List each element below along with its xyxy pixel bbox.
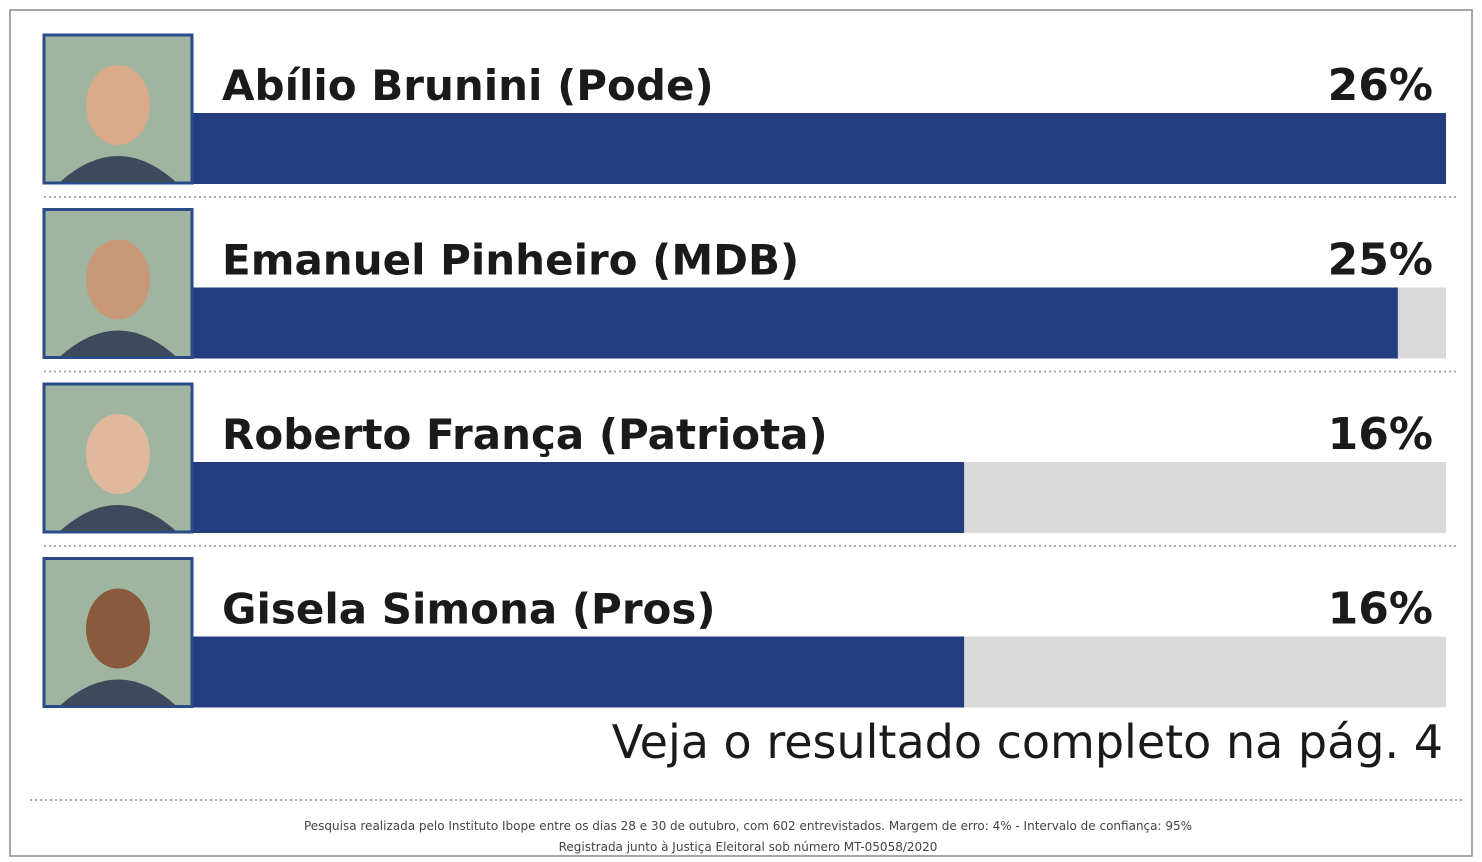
photo-head <box>86 240 150 320</box>
candidate-name: Gisela Simona (Pros) <box>222 585 716 634</box>
annotation: Veja o resultado completo na pág. 4 <box>612 715 1443 769</box>
bar <box>193 462 964 533</box>
value-label: 16% <box>1328 409 1433 460</box>
chart: Veja o resultado completo na pág. 4 Pesq… <box>0 0 1482 862</box>
footnote: Pesquisa realizada pelo Instituto Ibope … <box>304 819 1192 833</box>
footnote: Registrada junto à Justiça Eleitoral sob… <box>559 840 938 854</box>
bar <box>193 288 1398 359</box>
value-label: 25% <box>1328 235 1433 286</box>
bar <box>193 113 1446 184</box>
candidate-name: Abílio Brunini (Pode) <box>222 61 714 110</box>
photo-head <box>86 65 150 145</box>
bar <box>193 637 964 708</box>
candidate-name: Emanuel Pinheiro (MDB) <box>222 236 799 285</box>
photo-head <box>86 414 150 494</box>
value-label: 16% <box>1328 584 1433 635</box>
photo-head <box>86 589 150 669</box>
value-label: 26% <box>1328 60 1433 111</box>
candidate-name: Roberto França (Patriota) <box>222 410 828 459</box>
